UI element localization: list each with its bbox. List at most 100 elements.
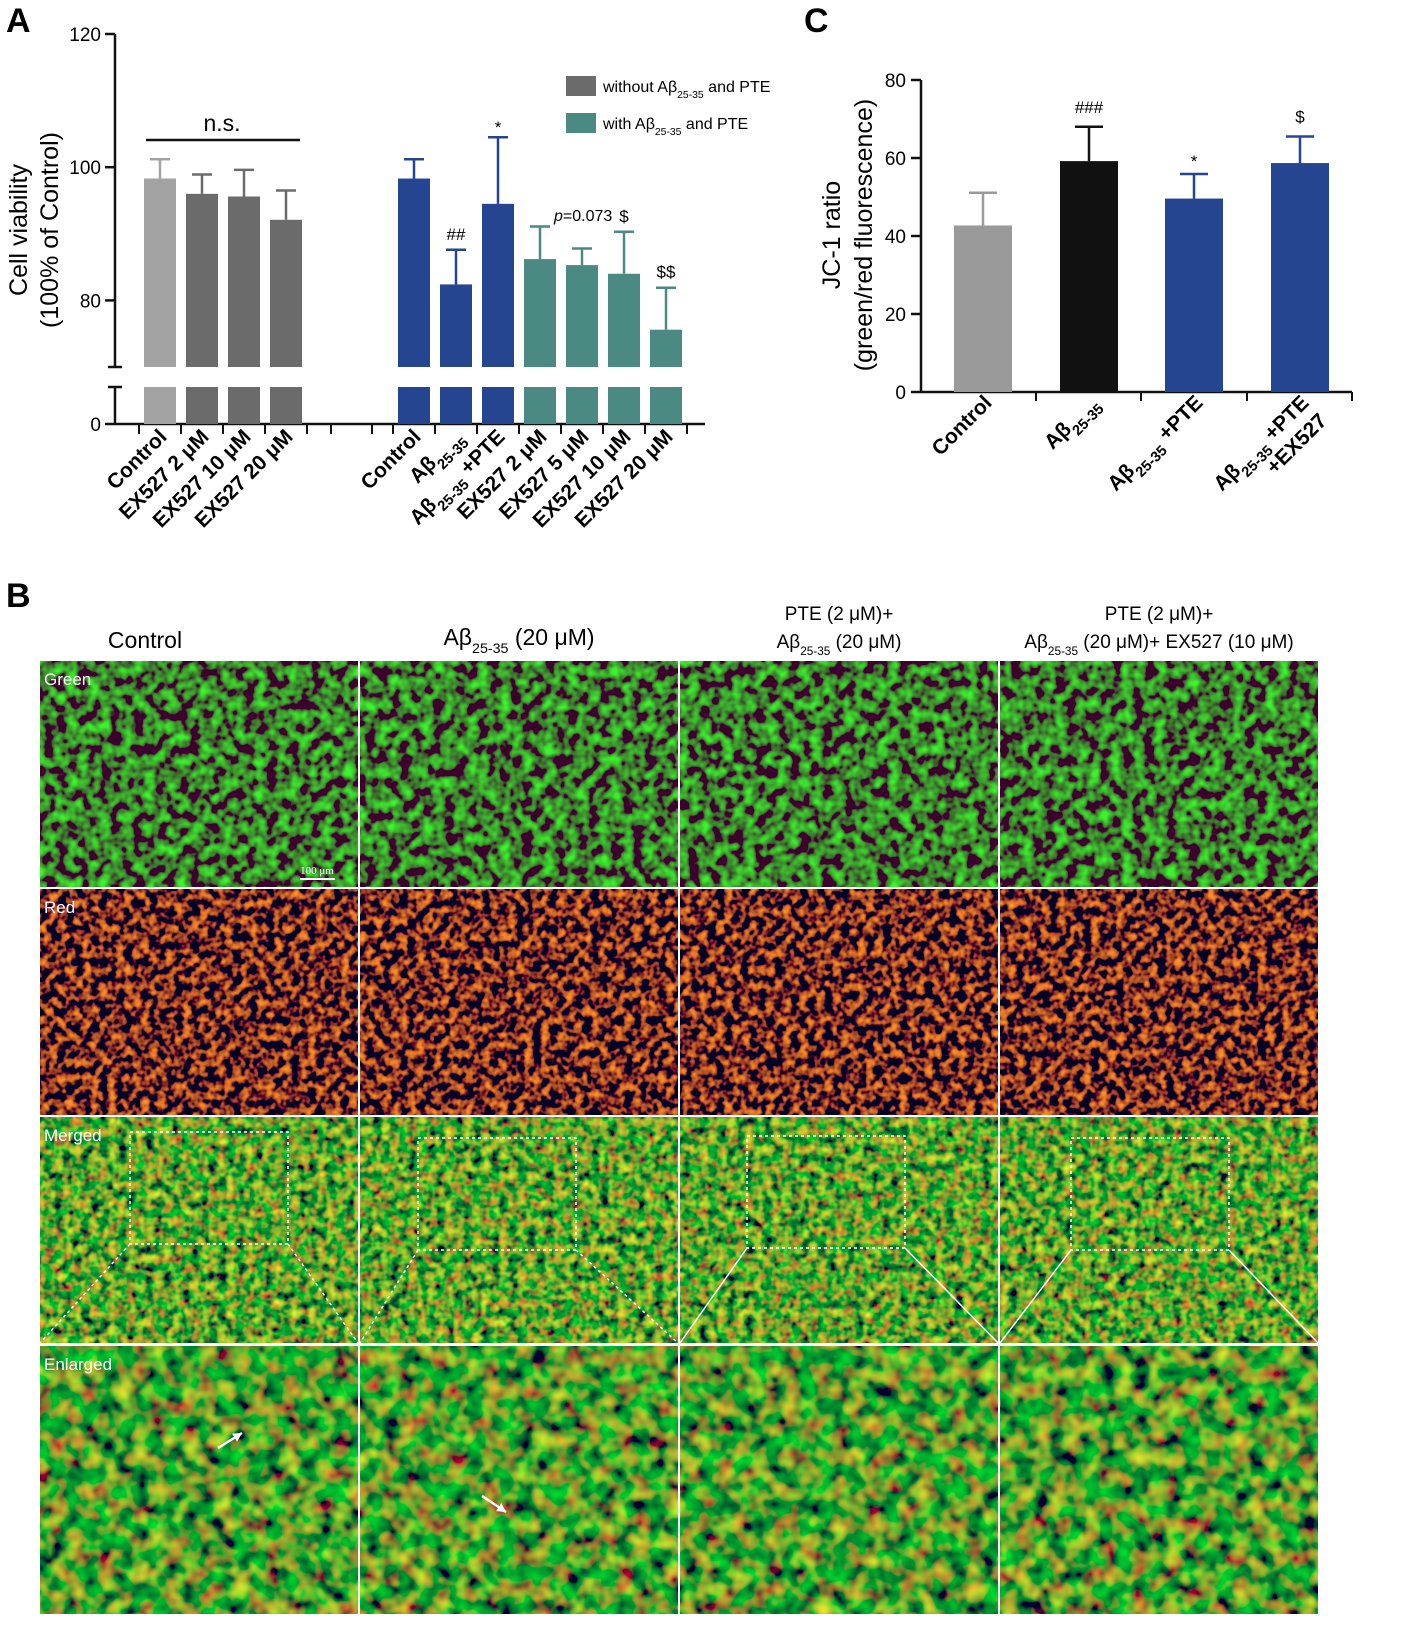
zoom-line (287, 1243, 359, 1344)
column-header-line2: Aβ25-35 (20 μM) (777, 632, 902, 658)
image-texture (40, 1117, 358, 1343)
image-texture (680, 1117, 998, 1343)
category-label: Control (927, 391, 996, 460)
category-label: Control (356, 425, 425, 494)
legend-swatch (566, 113, 596, 133)
zoom-box (746, 1135, 906, 1249)
legend-label: without Aβ25-35 and PTE (602, 79, 770, 101)
label-subscript: 25-35 (800, 645, 831, 658)
panel-letter-b: B (6, 577, 31, 615)
micrograph-image (1000, 1117, 1318, 1343)
significance-mark: $$ (657, 263, 676, 282)
y-tick-label: 40 (885, 227, 906, 248)
bar (270, 219, 302, 367)
y-axis-title-2: (green/red fluorescence) (850, 99, 878, 371)
category-label: Aβ25-35 (1040, 391, 1108, 459)
label-beta: β (646, 116, 655, 133)
bar (954, 225, 1012, 392)
image-texture (1000, 1117, 1318, 1343)
micrograph-image (360, 1346, 678, 1614)
y-axis-title: Cell viability (5, 164, 33, 296)
p-rest: =0.073 (563, 208, 612, 225)
y-tick-label: 60 (885, 149, 906, 170)
label-part: A (443, 624, 459, 650)
micrograph-image (360, 661, 678, 887)
micrograph-image (1000, 661, 1318, 887)
label-part: (20 μM) (508, 624, 594, 650)
bar-lower (482, 387, 514, 424)
y-tick-label: 100 (69, 158, 101, 179)
bar (1165, 198, 1223, 392)
arrow-head-icon (232, 1433, 242, 1442)
bar (1271, 163, 1329, 392)
micrograph-image (1000, 1346, 1318, 1614)
label-part: +PTE (1150, 391, 1208, 449)
row-label: Green (44, 670, 91, 689)
micrograph-image (1000, 889, 1318, 1115)
label-part: A (1024, 632, 1037, 653)
bar-lower (144, 387, 176, 424)
image-texture (1000, 889, 1318, 1115)
micrograph-image (680, 1117, 998, 1343)
bar-lower (186, 387, 218, 424)
label-subscript: 25-35 (1070, 401, 1108, 439)
image-texture (360, 1117, 678, 1343)
zoom-box (129, 1131, 289, 1245)
p-value-label: p=0.073 (553, 208, 612, 225)
y-tick-label: 20 (885, 305, 906, 326)
bar-group: Control (356, 157, 430, 494)
image-texture (680, 1346, 998, 1614)
image-texture (680, 661, 998, 887)
column-header-line2: Aβ25-35 (20 μM)+ EX527 (10 μM) (1024, 632, 1293, 658)
scale-bar-label: 100 μm (300, 865, 334, 877)
micrograph-image (680, 1346, 998, 1614)
bar (524, 259, 556, 367)
y-tick-label: 80 (80, 291, 101, 312)
significance-mark: * (1191, 152, 1198, 171)
label-beta: β (789, 632, 800, 653)
arrow-head-icon (496, 1503, 506, 1512)
bar (144, 178, 176, 367)
bar-group: ### Aβ25-35 (1040, 98, 1118, 459)
label-subscript: 25-35 (472, 641, 509, 657)
zoom-line (1228, 1249, 1319, 1344)
row-label: Red (44, 898, 75, 917)
label-subscript: 25-35 (1048, 645, 1079, 658)
bar-lower (608, 387, 640, 424)
p-italic: p (553, 208, 563, 225)
zoom-line (999, 1249, 1072, 1344)
micrograph-image (680, 889, 998, 1115)
column-header-line1: PTE (2 μM)+ (1105, 604, 1214, 625)
zoom-line (359, 1249, 419, 1344)
micrograph-panel: Control Aβ25-35 (20 μM)PTE (2 μM)+Aβ25-35… (39, 604, 1319, 1614)
y-axis-title-2: (100% of Control) (36, 132, 64, 328)
label-beta: β (459, 624, 472, 650)
bar-lower (650, 387, 682, 424)
bar-group: Control (927, 191, 1012, 460)
zoom-line (904, 1247, 999, 1344)
zoom-line (39, 1243, 131, 1344)
label-part: without A (602, 79, 668, 96)
panel-letter-c: C (804, 2, 829, 40)
significance-mark: ### (1075, 98, 1104, 117)
category-label: Aβ25-35 +PTE (1103, 391, 1212, 500)
bar-group: * Aβ25-35 +PTE (1103, 152, 1223, 500)
bar (482, 203, 514, 367)
image-texture (1000, 661, 1318, 887)
label-part: (20 μM) (830, 632, 901, 653)
bar (440, 284, 472, 367)
image-texture (40, 1346, 358, 1614)
zoom-line (575, 1249, 679, 1344)
significance-mark: $ (619, 207, 629, 226)
bar-group: Control (102, 157, 176, 494)
bar (566, 265, 598, 367)
bar-lower (566, 387, 598, 424)
micrograph-image (40, 1346, 358, 1614)
micrograph-image (360, 1117, 678, 1343)
bar (398, 178, 430, 367)
zoom-box (417, 1137, 577, 1251)
chart-c: 0 20 40 60 80 JC-1 ratio (green/red fluorescen… (818, 71, 1353, 500)
bar-lower (524, 387, 556, 424)
label-part: (20 μM)+ EX527 (10 μM) (1078, 632, 1294, 653)
